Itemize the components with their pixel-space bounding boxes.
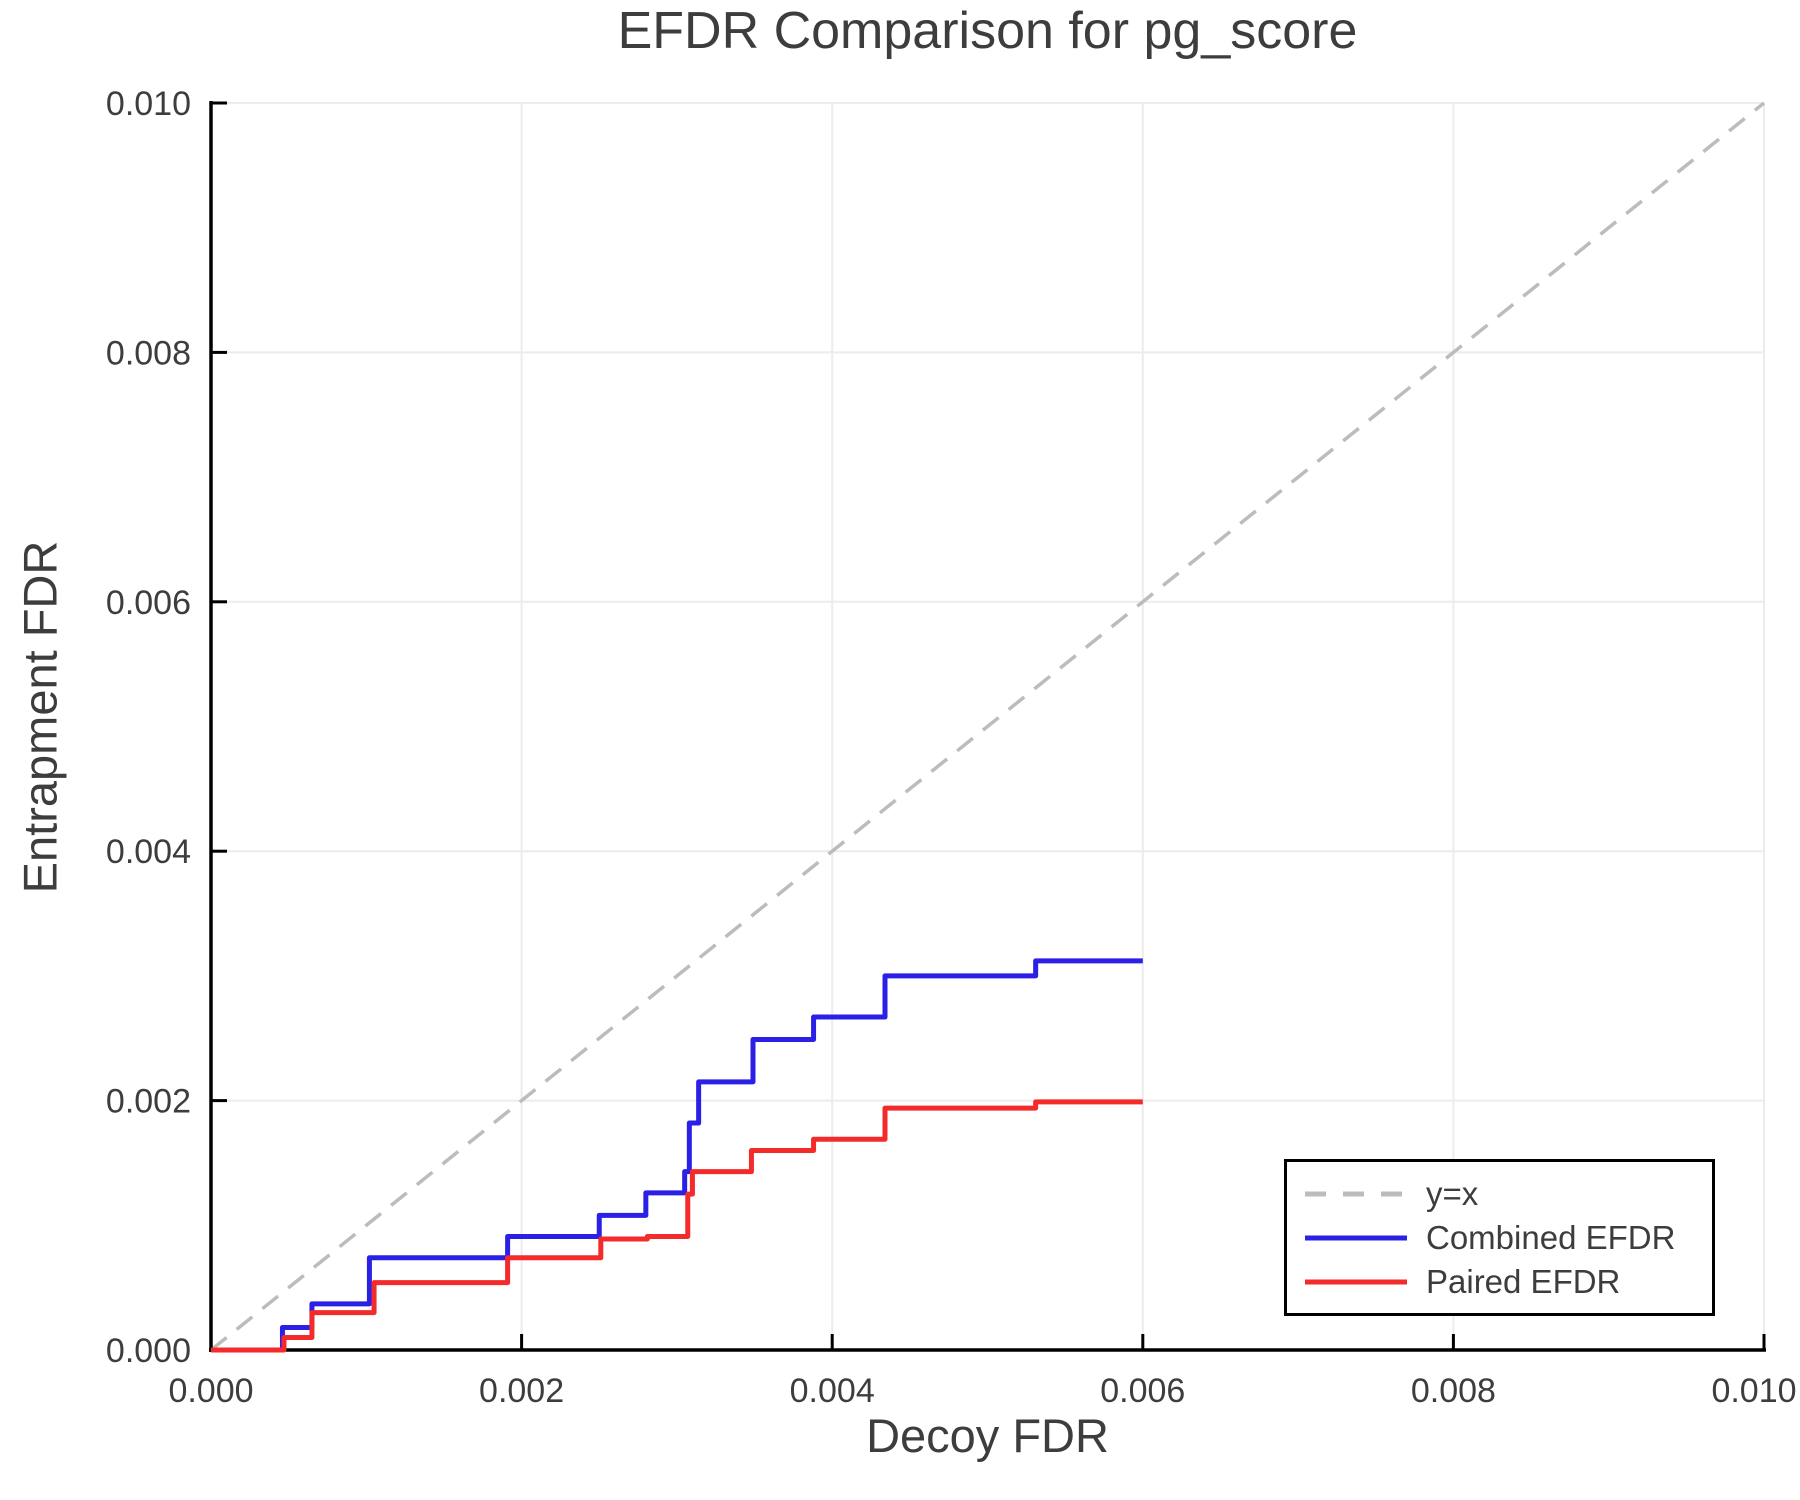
x-tick-label: 0.002 [479,1372,564,1410]
blue-line-sample-icon [1305,1235,1407,1240]
y-tick-label: 0.002 [106,1083,191,1121]
x-axis-label: Decoy FDR [866,1409,1109,1462]
y-tick-label: 0.006 [106,584,191,622]
plot-title: EFDR Comparison for pg_score [617,2,1358,60]
legend-item-yx: y=x [1303,1173,1712,1215]
red-line-sample-icon [1305,1279,1407,1284]
identity-line [209,101,1766,1352]
y-tick-label: 0.000 [106,1332,191,1370]
legend: y=x Combined EFDR Paired EFDR [1284,1159,1715,1316]
legend-label-paired-efdr: Paired EFDR [1426,1263,1621,1300]
paired-efdr-curve [211,1099,1143,1353]
y-axis-label-text: Entrapment FDR [13,540,67,894]
x-tick-label: 0.010 [1711,1372,1796,1410]
y-tick-label: 0.008 [106,334,191,372]
y-tick-label: 0.004 [106,833,191,871]
y-tick-label: 0.010 [106,85,191,123]
x-tick-label: 0.000 [168,1372,253,1410]
x-tick-label: 0.006 [1100,1372,1185,1410]
legend-item-paired-efdr: Paired EFDR [1303,1261,1712,1303]
legend-item-combined-efdr: Combined EFDR [1303,1217,1712,1259]
x-tick-label: 0.004 [790,1372,875,1410]
x-tick-label: 0.008 [1411,1372,1496,1410]
dashed-line-sample-icon [1305,1191,1407,1196]
legend-label-combined-efdr: Combined EFDR [1426,1219,1676,1256]
combined-efdr-curve [211,958,1143,1353]
legend-label-yx: y=x [1426,1175,1479,1212]
